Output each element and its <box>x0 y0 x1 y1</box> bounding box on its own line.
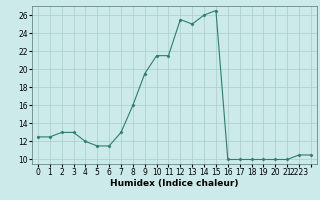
X-axis label: Humidex (Indice chaleur): Humidex (Indice chaleur) <box>110 179 239 188</box>
